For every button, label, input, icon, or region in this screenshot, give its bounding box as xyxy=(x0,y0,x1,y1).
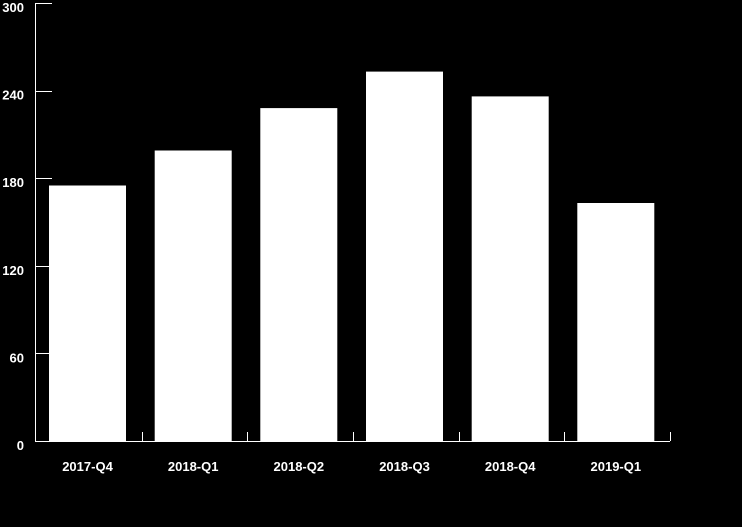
bar-2017-Q4 xyxy=(49,185,126,441)
y-tick-label-180: 180 xyxy=(2,175,24,190)
x-tick-label-2019-Q1: 2019-Q1 xyxy=(591,459,642,474)
y-tick-label-0: 0 xyxy=(17,438,24,453)
bar-2018-Q2 xyxy=(260,108,338,441)
x-tick-label-2018-Q1: 2018-Q1 xyxy=(168,459,219,474)
y-tick-label-240: 240 xyxy=(2,88,24,103)
y-axis: 0 60 120 180 240 300 xyxy=(2,0,52,453)
y-tick-label-120: 120 xyxy=(2,263,24,278)
y-tick-label-300: 300 xyxy=(2,0,24,15)
bar-2018-Q4 xyxy=(471,96,549,442)
bar-2018-Q3 xyxy=(366,71,443,441)
y-tick-label-60: 60 xyxy=(10,350,24,365)
x-tick-label-2018-Q3: 2018-Q3 xyxy=(379,459,430,474)
bars-group xyxy=(49,71,655,442)
x-tick-label-2017-Q4: 2017-Q4 xyxy=(62,459,113,474)
bar-2018-Q1 xyxy=(154,150,232,441)
x-axis: 2017-Q4 2018-Q1 2018-Q2 2018-Q3 2018-Q4 2019-… xyxy=(35,432,671,474)
x-tick-label-2018-Q2: 2018-Q2 xyxy=(274,459,325,474)
x-tick-label-2018-Q4: 2018-Q4 xyxy=(485,459,536,474)
bar-2019-Q1 xyxy=(577,203,655,441)
